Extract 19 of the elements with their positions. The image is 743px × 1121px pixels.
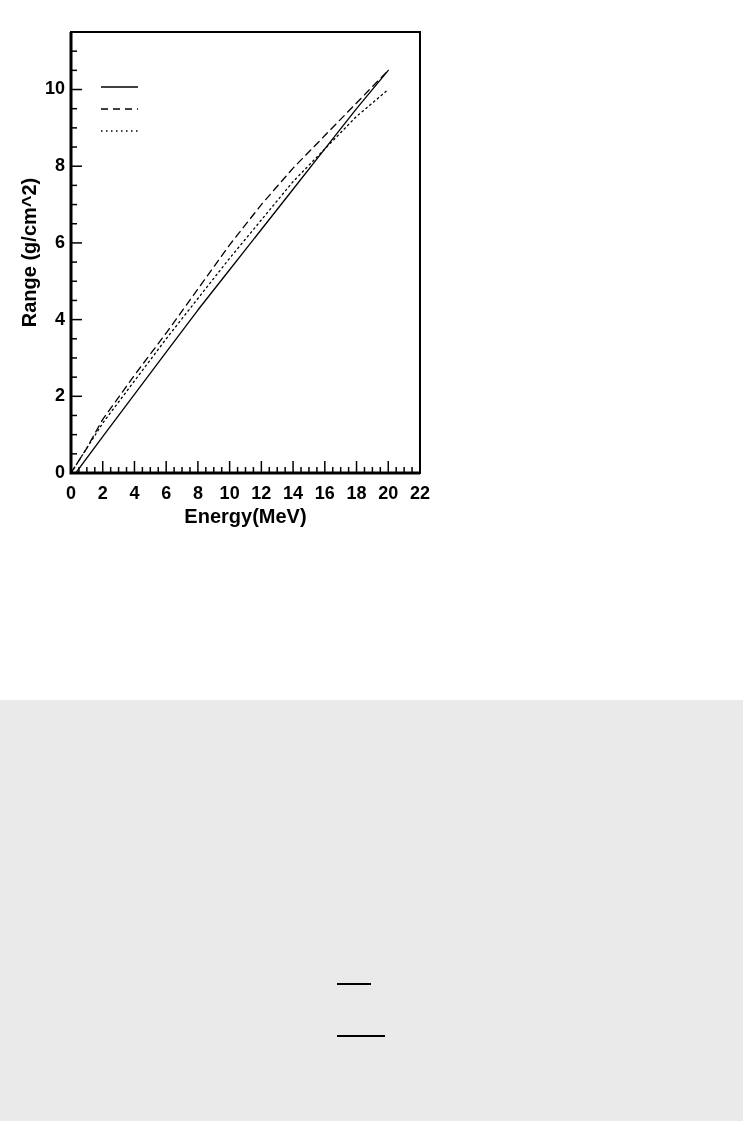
x-tick-label: 18 [346, 482, 367, 503]
x-tick-label: 10 [219, 482, 240, 503]
x-tick-label: 6 [161, 482, 172, 503]
x-tick-label: 8 [192, 482, 203, 503]
y-tick-label: 6 [54, 231, 65, 252]
x-axis-title: Energy(MeV) [184, 504, 307, 527]
x-tick-label: 2 [97, 482, 108, 503]
x-tick-label: 22 [409, 482, 430, 503]
y-tick-label: 2 [54, 385, 65, 406]
x-tick-label: 14 [283, 482, 304, 503]
x-tick-label: 20 [378, 482, 399, 503]
y-tick-label: 4 [54, 308, 65, 329]
x-tick-label: 4 [129, 482, 140, 503]
y-axis-title: Range (g/cm^2) [17, 177, 40, 328]
x-tick-label: 16 [314, 482, 335, 503]
y-tick-label: 8 [54, 155, 65, 176]
x-tick-label: 12 [251, 482, 272, 503]
y-tick-label: 0 [54, 461, 65, 482]
y-tick-label: 10 [44, 78, 65, 99]
